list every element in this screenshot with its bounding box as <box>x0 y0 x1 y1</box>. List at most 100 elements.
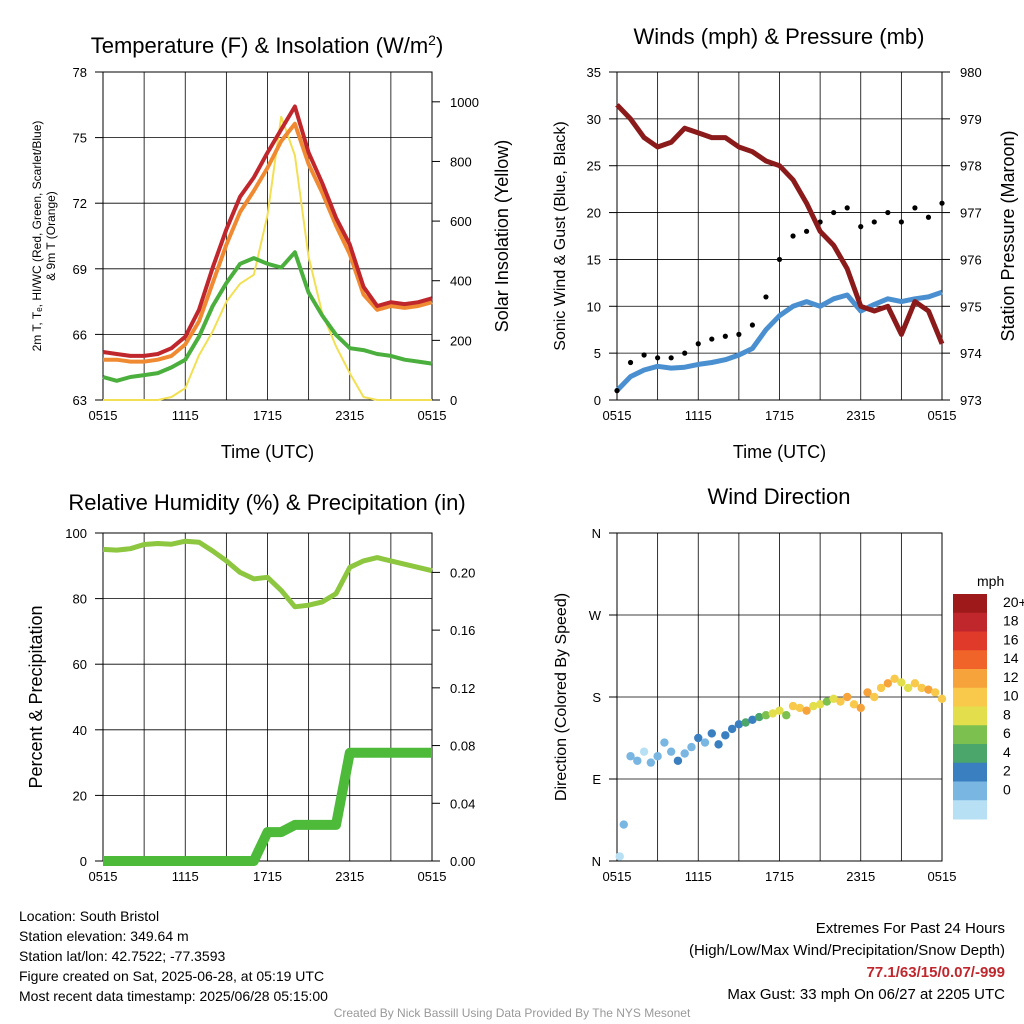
direction-point <box>897 678 906 687</box>
y-right-tick-label: 0.08 <box>450 739 475 754</box>
y-axis-label-left: Direction (Colored By Speed) <box>553 593 570 801</box>
pressure-line <box>615 103 945 345</box>
y-right-tick-label: 0.12 <box>450 681 475 696</box>
legend-swatch <box>953 612 987 632</box>
gust-point <box>641 352 647 358</box>
y-right-tick-label: 976 <box>960 252 982 267</box>
direction-point <box>795 703 805 713</box>
direction-point <box>768 709 777 718</box>
legend-label: 6 <box>1003 725 1011 741</box>
direction-point <box>666 747 676 756</box>
chart-title: Winds (mph) & Pressure (mb) <box>634 24 925 49</box>
y-right-tick-label: 0.16 <box>450 623 475 638</box>
temp-9m-line <box>103 121 433 364</box>
y-right-tick-label: 980 <box>960 65 982 80</box>
y-left-tick-label: 5 <box>594 346 601 361</box>
y-left-tick-label: 30 <box>587 112 601 127</box>
y-right-tick-label: 0 <box>450 393 457 408</box>
direction-point <box>694 733 703 743</box>
legend-swatch <box>953 669 987 689</box>
direction-point <box>856 703 865 713</box>
y-left-tick-label: E <box>592 772 601 787</box>
y-left-tick-label: 25 <box>587 159 601 174</box>
direction-point <box>876 683 886 693</box>
direction-point <box>910 679 920 688</box>
extremes-subtitle: (High/Low/Max Wind/Precipitation/Snow De… <box>689 942 1005 959</box>
direction-point <box>633 756 642 765</box>
direction-point <box>727 724 737 734</box>
y-right-tick-label: 974 <box>960 346 982 361</box>
gust-point <box>695 341 701 347</box>
x-tick-label: 0515 <box>89 869 118 884</box>
gust-point <box>925 214 932 220</box>
y-right-tick-label: 1000 <box>450 95 479 110</box>
legend-swatch <box>953 725 987 745</box>
y-axis-label-left: 2m T, Tₑ, HI/WC (Red, Green, Scarlet/Blu… <box>30 121 44 352</box>
direction-point <box>782 711 791 720</box>
legend-swatch <box>953 650 987 670</box>
y-right-tick-label: 977 <box>960 206 982 221</box>
y-left-tick-label: 20 <box>73 788 87 803</box>
y-right-tick-label: 979 <box>960 112 982 127</box>
x-tick-label: 1115 <box>685 869 712 884</box>
station-info: Location: South Bristol Station elevatio… <box>19 906 328 1006</box>
legend-label: 20+ <box>1003 594 1024 610</box>
gust-point <box>885 209 891 216</box>
gust-point <box>736 331 742 337</box>
y-left-tick-label: 78 <box>73 65 87 80</box>
y-left-tick-label: 20 <box>587 206 601 221</box>
y-left-tick-label: 100 <box>65 526 87 541</box>
legend-title: mph <box>977 573 1004 589</box>
y-right-tick-label: 0.04 <box>450 796 475 811</box>
extremes-title: Extremes For Past 24 Hours <box>815 920 1005 937</box>
legend-label: 4 <box>1003 744 1011 760</box>
y-axis-label-right: Solar Insolation (Yellow) <box>492 140 512 332</box>
direction-point <box>863 688 872 697</box>
x-tick-label: 0515 <box>418 408 447 423</box>
direction-point <box>639 747 649 756</box>
direction-point <box>883 679 893 688</box>
gust-point <box>655 355 661 361</box>
legend-swatch <box>953 781 987 801</box>
legend-label: 14 <box>1003 650 1019 666</box>
direction-point <box>822 697 832 706</box>
legend-swatch <box>953 706 987 726</box>
gust-point <box>912 205 918 211</box>
extremes-values: 77.1/63/15/0.07/-999 <box>866 964 1005 981</box>
direction-point <box>836 697 845 706</box>
x-tick-label: 0515 <box>89 408 118 423</box>
location-text: Location: South Bristol <box>19 908 160 924</box>
gust-point <box>722 333 728 339</box>
direction-point <box>870 692 879 702</box>
x-tick-label: 1715 <box>253 408 282 423</box>
chart-title: Wind Direction <box>707 484 850 509</box>
gust-point <box>763 294 769 300</box>
direction-point <box>615 852 624 861</box>
y-left-tick-label: 35 <box>587 65 601 80</box>
x-tick-label: 2315 <box>846 408 875 423</box>
direction-point <box>619 820 628 829</box>
y-left-tick-label: 66 <box>73 327 87 342</box>
gust-point <box>668 355 674 361</box>
y-left-tick-label: 75 <box>73 131 87 146</box>
extremes-panel: Extremes For Past 24 Hours (High/Low/Max… <box>689 918 1005 1006</box>
x-tick-label: 2315 <box>335 408 364 423</box>
y-right-tick-label: 978 <box>960 159 982 174</box>
legend-label: 8 <box>1003 706 1011 722</box>
y-left-tick-label: 63 <box>73 393 87 408</box>
legend-swatch <box>953 762 987 782</box>
direction-point <box>673 756 683 765</box>
y-left-tick-label: 72 <box>73 196 87 211</box>
x-tick-label: 0515 <box>928 408 957 423</box>
gust-point <box>803 228 810 234</box>
direction-point <box>626 752 635 761</box>
legend-label: 18 <box>1003 613 1019 629</box>
legend-label: 0 <box>1003 781 1011 797</box>
precip-line <box>103 747 432 866</box>
direction-point <box>917 683 926 693</box>
dewpoint-line <box>102 250 433 383</box>
gust-point <box>898 219 904 225</box>
meteogram-figure: 0515 1115 1715 2315 051578757269666310008006… <box>26 24 1024 884</box>
legend-label: 12 <box>1003 669 1019 685</box>
y-right-tick-label: 600 <box>450 214 472 229</box>
